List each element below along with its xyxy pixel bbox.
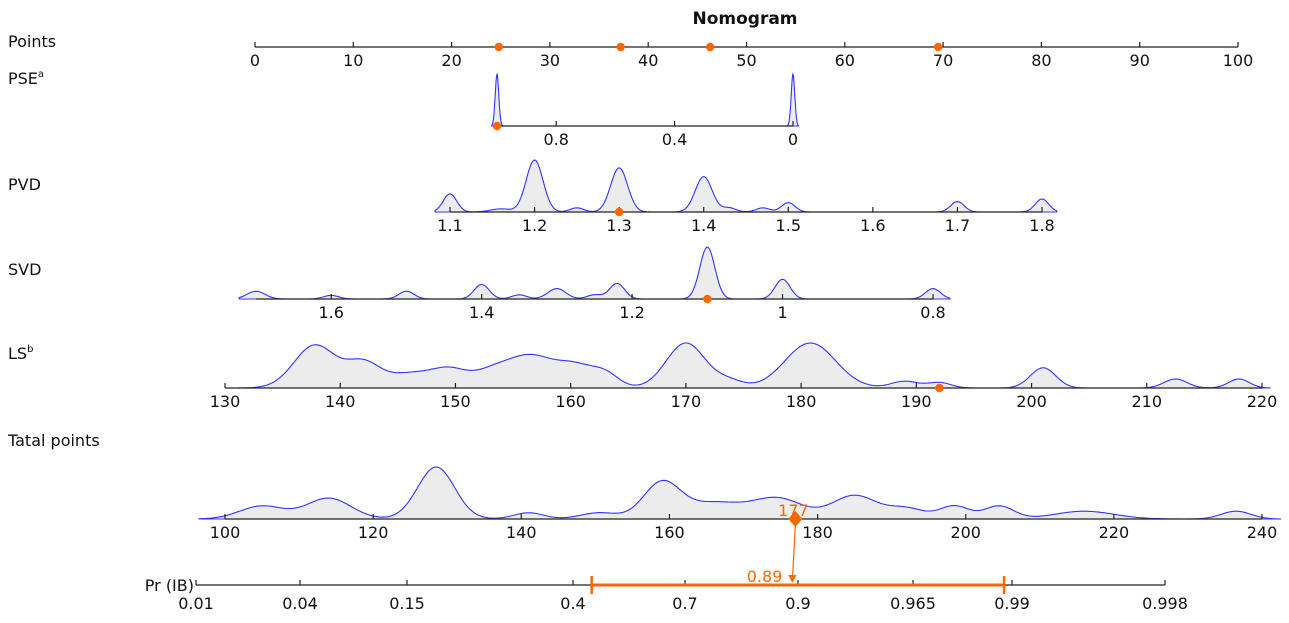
probability-label: 0.89 [747,567,783,586]
row-pvd: PVD 1.1 1.2 1.3 1.4 1.5 1.6 1.7 1.8 [8,159,1058,235]
tick-label-points: 90 [1130,51,1150,70]
tick-label-points: 20 [441,51,461,70]
tick-label-pvd: 1.8 [1029,216,1054,235]
tick-label-pvd: 1.2 [522,216,547,235]
row-svd: SVD 1.6 1.4 1.2 1 0.8 [8,246,951,322]
tick-label-ls: 210 [1132,392,1163,411]
tick-label-probability: 0.965 [890,594,936,613]
result-highlight: 177 0.89 [590,501,1006,594]
row-label-pvd: PVD [8,175,41,194]
tick-label-svd: 1.2 [619,303,644,322]
tick-label-probability: 0.99 [994,594,1030,613]
row-ls: LSb 130 140 150 160 170 180 190 200 210 220 [8,342,1278,411]
total-points-marker [788,511,803,527]
tick-label-total: 160 [654,523,685,542]
row-total: Tatal points 100 120 140 160 180 200 220 240 [7,431,1282,542]
tick-label-points: 80 [1031,51,1051,70]
tick-label-probability: 0.7 [672,594,697,613]
row-pse: PSEa 0.8 0.4 0 [8,69,799,149]
tick-label-pse: 0.8 [543,130,568,149]
row-points: Points 0 10 20 30 40 50 60 70 80 90 100 [8,32,1253,70]
tick-label-ls: 180 [786,392,817,411]
marker-pvd [614,207,624,217]
tick-label-probability: 0.998 [1142,594,1188,613]
chart-title: Nomogram [692,9,797,29]
tick-label-pvd: 1.1 [437,216,462,235]
tick-label-probability: 0.04 [282,594,318,613]
tick-label-total: 120 [358,523,389,542]
marker-points [616,42,625,52]
tick-label-probability: 0.15 [389,594,425,613]
marker-points [494,42,503,52]
tick-label-svd: 1 [777,303,787,322]
marker-ls [935,383,944,393]
row-label-pse: PSEa [8,69,44,88]
tick-label-points: 40 [638,51,658,70]
tick-label-ls: 130 [210,392,241,411]
tick-label-points: 70 [933,51,953,70]
row-label-sup-pse: a [38,69,44,80]
tick-label-total: 140 [506,523,537,542]
tick-label-ls: 170 [671,392,702,411]
tick-label-ls: 140 [325,392,356,411]
row-label-svd: SVD [8,260,41,279]
tick-label-pvd: 1.6 [860,216,885,235]
density-pvd [434,159,1058,213]
density-svd [238,246,951,300]
tick-label-ls: 200 [1016,392,1047,411]
row-label-points: Points [8,32,56,51]
tick-label-ls: 190 [901,392,932,411]
tick-label-probability: 0.9 [785,594,810,613]
density-pse [491,72,799,127]
tick-label-pvd: 1.5 [776,216,801,235]
tick-label-pvd: 1.3 [606,216,631,235]
row-label-sup-ls: b [27,344,33,355]
total-points-label: 177 [778,501,809,520]
tick-label-total: 240 [1247,523,1278,542]
density-ls [225,342,1271,389]
row-label-total: Tatal points [7,431,100,450]
tick-label-points: 10 [343,51,363,70]
tick-label-pse: 0.4 [662,130,687,149]
tick-label-ls: 160 [555,392,586,411]
row-label-ls: LSb [8,344,33,363]
result-arrowhead [788,575,797,583]
tick-label-pse: 0 [788,130,798,149]
tick-label-ls: 150 [440,392,471,411]
marker-svd [703,294,712,304]
tick-label-points: 0 [250,51,260,70]
tick-label-points: 60 [835,51,855,70]
density-total [198,466,1282,520]
tick-label-probability: 0.01 [178,594,214,613]
tick-label-svd: 1.4 [469,303,494,322]
tick-label-total: 100 [210,523,241,542]
tick-label-points: 50 [736,51,756,70]
tick-label-total: 180 [802,523,833,542]
tick-label-pvd: 1.4 [691,216,716,235]
result-connector [791,524,796,582]
tick-label-total: 220 [1099,523,1130,542]
row-probability: Pr (IB)0.01 0.04 0.15 0.4 0.7 0.9 0.965 0.99 0.9… [145,576,1188,613]
marker-pse [492,121,502,131]
tick-label-points: 100 [1223,51,1254,70]
marker-points [705,42,715,52]
tick-label-svd: 0.8 [920,303,945,322]
tick-label-probability: 0.4 [560,594,585,613]
row-label-probability: Pr (IB) [145,576,194,595]
marker-points [933,42,943,52]
tick-label-points: 30 [540,51,560,70]
tick-label-ls: 220 [1247,392,1278,411]
tick-label-total: 200 [950,523,981,542]
tick-label-svd: 1.6 [318,303,343,322]
tick-label-pvd: 1.7 [945,216,970,235]
